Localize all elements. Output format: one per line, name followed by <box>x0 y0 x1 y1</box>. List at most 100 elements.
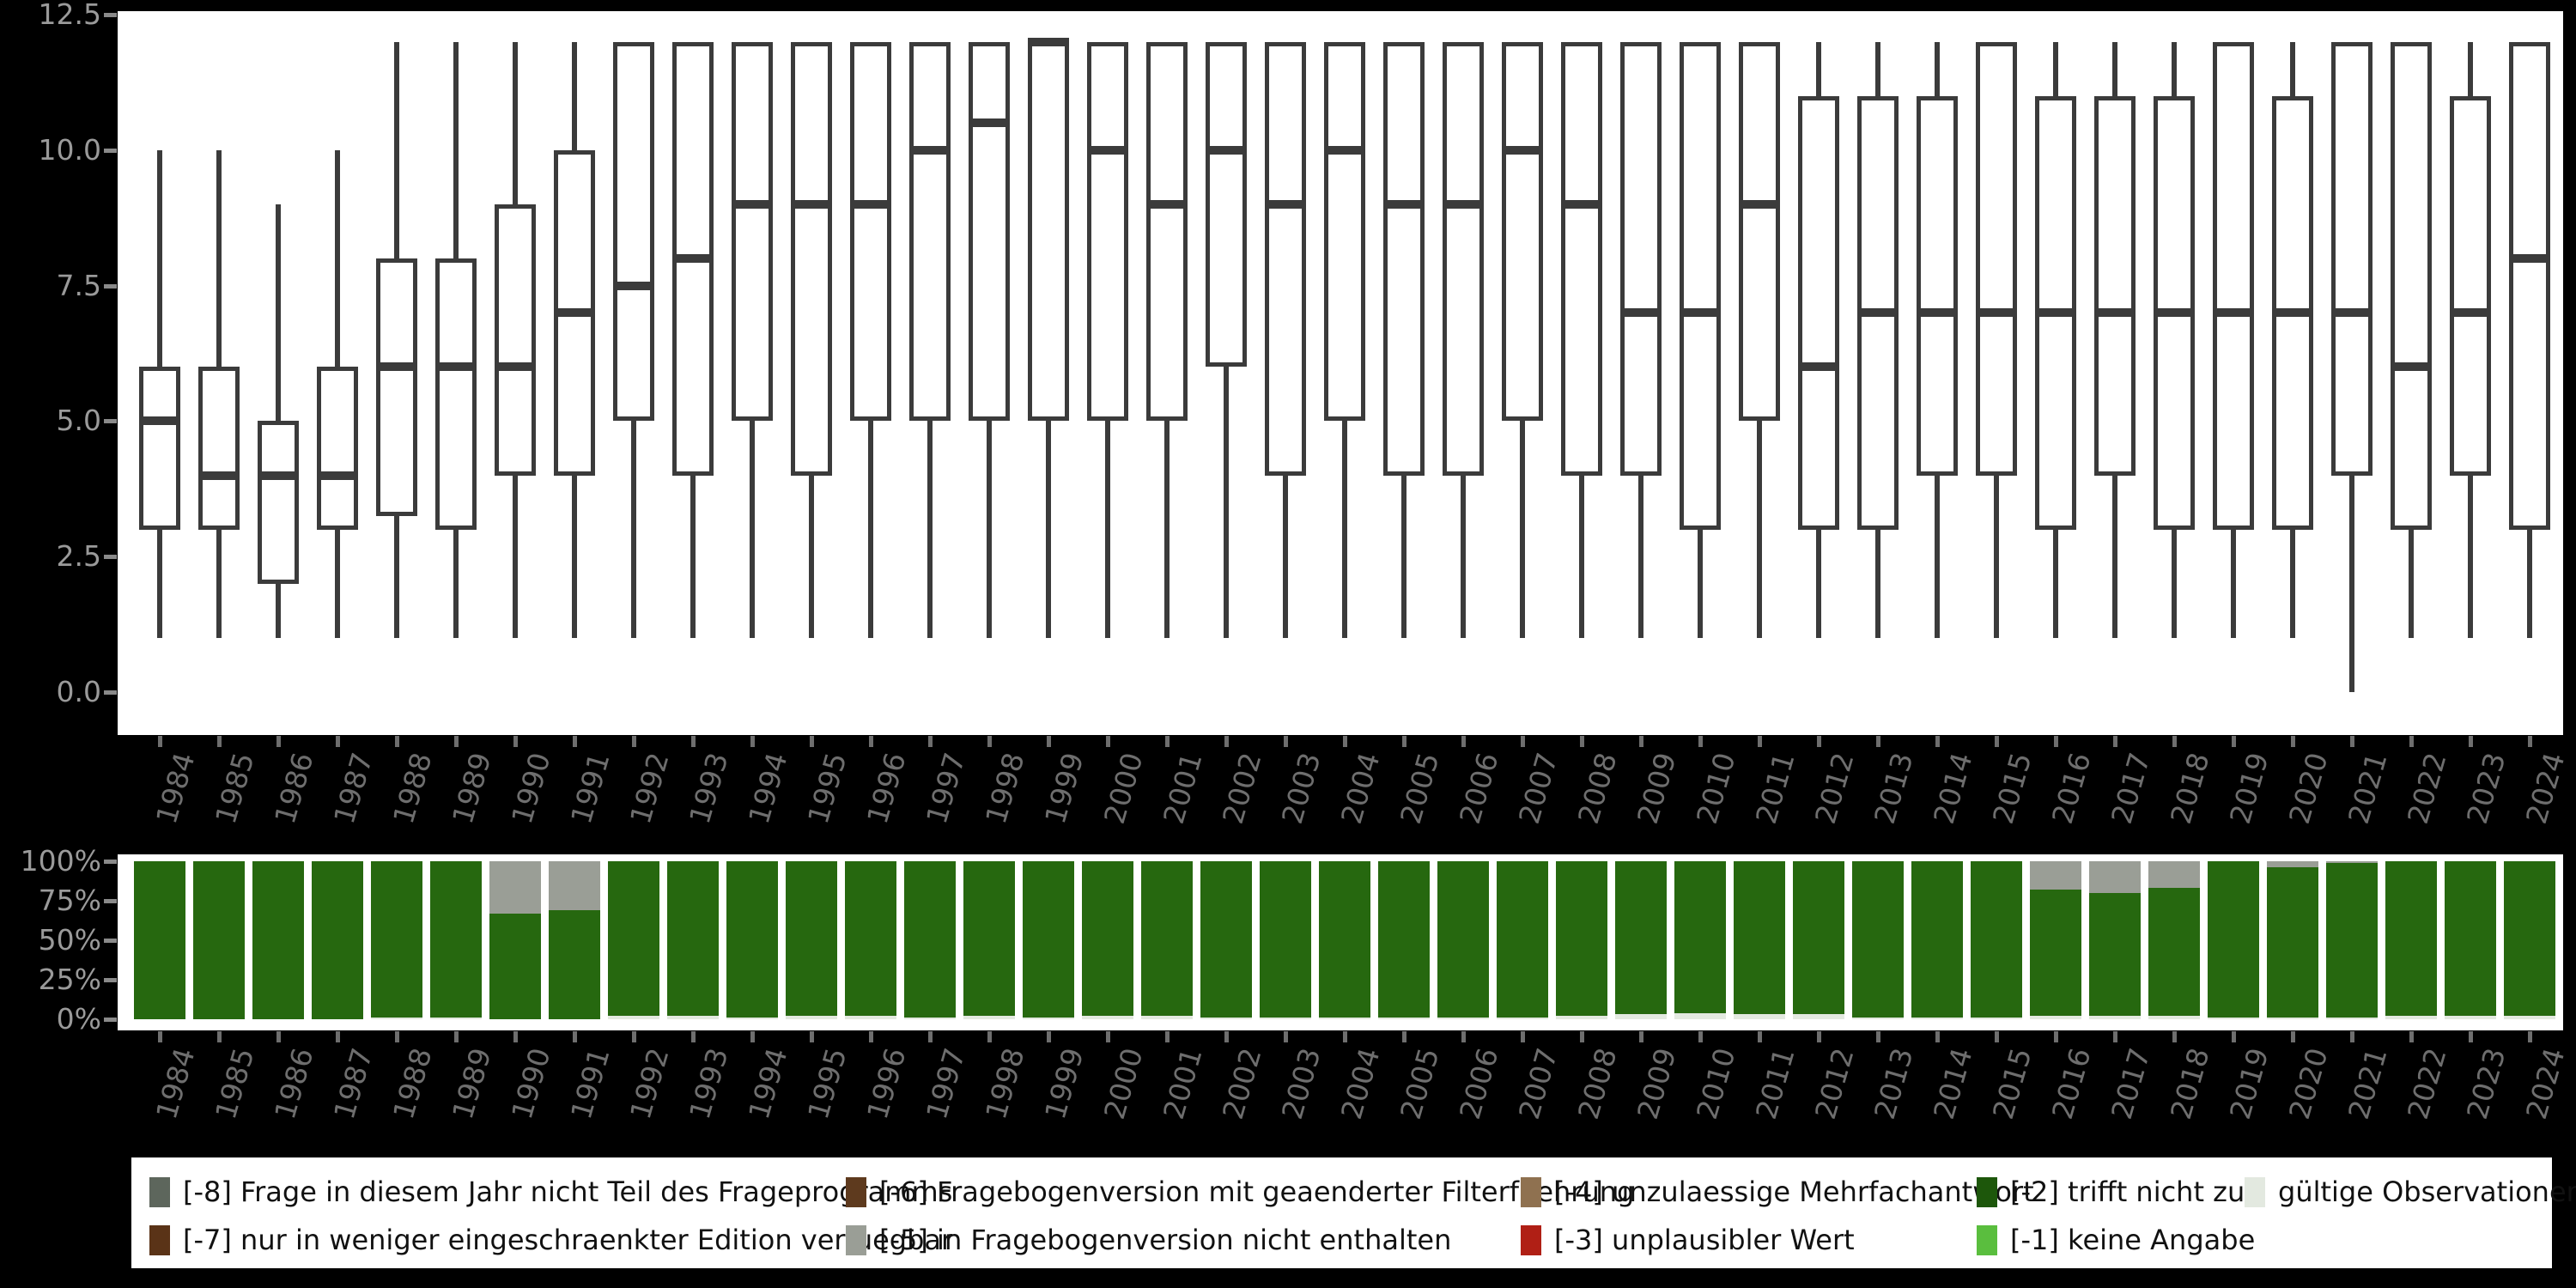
bar-segment <box>845 861 896 1017</box>
bar-1997 <box>904 861 956 1019</box>
bar-segment <box>1082 1016 1133 1019</box>
bar-segment <box>1200 1018 1252 1019</box>
bar-2013 <box>1852 861 1904 1019</box>
bar-segment <box>667 1016 719 1019</box>
xtick-2002 <box>1224 736 1229 747</box>
xtick-2005 <box>1402 736 1406 747</box>
median-1994 <box>732 199 773 209</box>
xtick-1991 <box>573 1031 577 1042</box>
xtick-2014 <box>1935 1031 1940 1042</box>
legend-item: [-4] unzulaessige Mehrfachantwort <box>1521 1175 2034 1209</box>
xtick-1988 <box>395 736 399 747</box>
bar-segment <box>489 913 541 1019</box>
bar-2001 <box>1141 861 1193 1019</box>
box-2004 <box>1324 41 1365 422</box>
legend-item: [-2] trifft nicht zu <box>1977 1175 2245 1209</box>
xtick-2012 <box>1817 736 1821 747</box>
bar-segment <box>489 861 541 914</box>
boxplot-ytick-label: 5.0 <box>56 404 101 438</box>
bar-1987 <box>312 861 363 1019</box>
box-1985 <box>198 367 240 530</box>
bar-segment <box>1141 1016 1193 1019</box>
bar-segment <box>2326 861 2378 863</box>
bar-segment <box>2089 861 2141 893</box>
xtick-1997 <box>928 1031 933 1042</box>
xtick-1990 <box>513 736 518 747</box>
legend-swatch <box>1521 1176 1541 1207</box>
xtick-2009 <box>1639 1031 1643 1042</box>
bar-1998 <box>963 861 1015 1019</box>
median-1991 <box>554 308 595 318</box>
xtick-2004 <box>1343 1031 1347 1042</box>
xtick-2005 <box>1402 1031 1406 1042</box>
bar-1990 <box>489 861 541 1019</box>
xtick-1986 <box>276 736 281 747</box>
xtick-2006 <box>1461 1031 1466 1042</box>
legend-swatch <box>1521 1224 1541 1255</box>
xtick-2002 <box>1224 1031 1229 1042</box>
box-1995 <box>791 41 832 476</box>
xtick-1994 <box>750 1031 755 1042</box>
bar-segment <box>786 1016 837 1019</box>
bar-segment <box>1971 1018 2022 1019</box>
legend-label: [-5] in Fragebogenversion nicht enthalte… <box>879 1224 1452 1256</box>
legend-item: [-6] Fragebogenversion mit geaenderter F… <box>846 1175 1634 1209</box>
bar-segment <box>904 861 956 1018</box>
bar-segment <box>667 861 719 1017</box>
box-2010 <box>1680 41 1721 530</box>
median-1986 <box>258 471 299 480</box>
bar-segment <box>2030 890 2081 1017</box>
bar-2020 <box>2267 861 2318 1019</box>
xtick-2003 <box>1284 1031 1288 1042</box>
bar-segment <box>1378 1018 1430 1019</box>
box-1992 <box>613 41 654 422</box>
percent-ytick-label: 100% <box>20 844 101 878</box>
xtick-1995 <box>810 1031 814 1042</box>
median-2004 <box>1324 145 1365 155</box>
xtick-2023 <box>2469 736 2473 747</box>
xtick-2016 <box>2054 736 2058 747</box>
bar-segment <box>2208 1018 2259 1019</box>
box-1997 <box>909 41 951 422</box>
box-2023 <box>2450 95 2491 476</box>
bar-segment <box>134 861 185 1019</box>
legend-item: gültige Observationen <box>2245 1175 2576 1209</box>
xtick-2021 <box>2350 1031 2354 1042</box>
bar-segment <box>1437 1018 1489 1019</box>
bar-segment <box>1260 1018 1311 1019</box>
bar-segment <box>1497 1018 1548 1019</box>
legend-item: [-1] keine Angabe <box>1977 1223 2255 1257</box>
bar-1995 <box>786 861 837 1019</box>
bar-segment <box>1615 1014 1667 1019</box>
median-2013 <box>1857 308 1899 318</box>
bar-segment <box>2148 888 2200 1017</box>
percent-ytick-label: 50% <box>38 923 101 957</box>
bar-2017 <box>2089 861 2141 1019</box>
median-2015 <box>1976 308 2017 318</box>
xtick-2010 <box>1698 736 1703 747</box>
bar-segment <box>608 1016 659 1019</box>
bar-segment <box>1556 1016 1607 1019</box>
xtick-2004 <box>1343 736 1347 747</box>
xtick-1994 <box>750 736 755 747</box>
bar-segment <box>430 861 482 1018</box>
bar-segment <box>1971 861 2022 1018</box>
legend-label: [-4] unzulaessige Mehrfachantwort <box>1554 1176 2034 1208</box>
bar-segment <box>1852 1018 1904 1019</box>
bar-segment <box>1378 861 1430 1018</box>
legend-swatch <box>1977 1224 1997 1255</box>
box-2019 <box>2213 41 2254 530</box>
boxplot-ytick-mark <box>104 148 117 153</box>
box-1994 <box>732 41 773 422</box>
xtick-1991 <box>573 736 577 747</box>
bar-segment <box>2385 861 2437 1017</box>
xtick-2024 <box>2528 1031 2532 1042</box>
bar-segment <box>2148 861 2200 889</box>
box-2014 <box>1917 95 1958 476</box>
bar-segment <box>1734 861 1785 1015</box>
xtick-2000 <box>1106 1031 1110 1042</box>
bar-segment <box>2148 1016 2200 1019</box>
bar-1999 <box>1023 861 1074 1019</box>
xtick-2008 <box>1580 736 1584 747</box>
xtick-2019 <box>2232 1031 2236 1042</box>
